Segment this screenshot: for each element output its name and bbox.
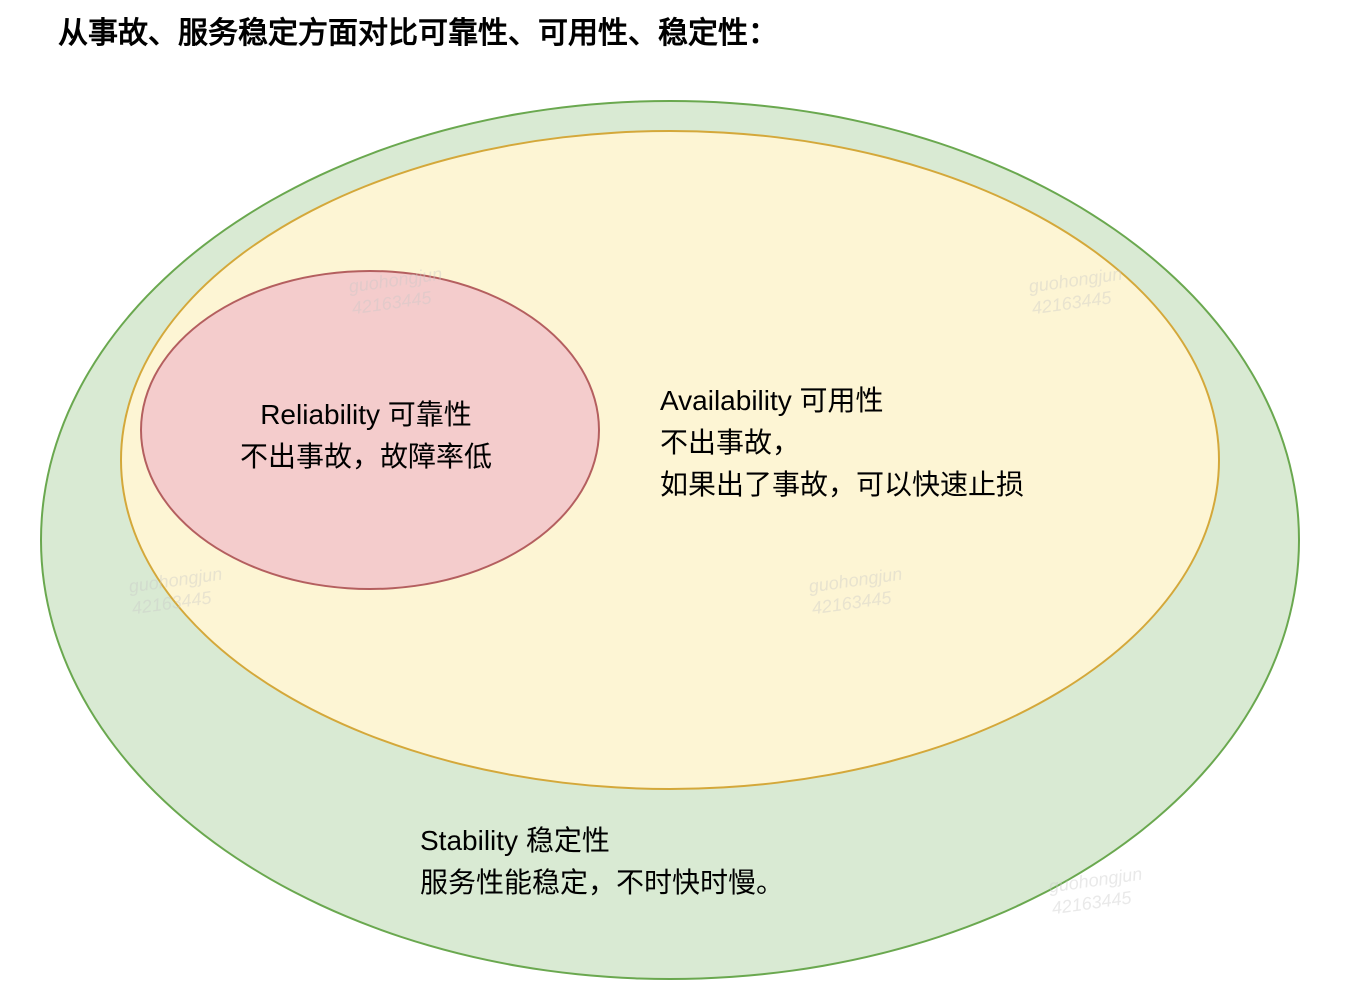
reliability-label: Reliability 可靠性 不出事故，故障率低	[240, 394, 492, 478]
venn-diagram: Reliability 可靠性 不出事故，故障率低 Availability 可…	[20, 80, 1332, 980]
stability-label: Stability 稳定性 服务性能稳定，不时快时慢。	[420, 820, 784, 904]
availability-line3: 如果出了事故，可以快速止损	[660, 469, 1024, 500]
availability-label: Availability 可用性 不出事故， 如果出了事故，可以快速止损	[660, 380, 1024, 506]
availability-line2: 不出事故，	[660, 427, 800, 458]
reliability-line1: Reliability 可靠性	[260, 399, 472, 430]
page-title: 从事故、服务稳定方面对比可靠性、可用性、稳定性：	[58, 8, 778, 52]
stability-line2: 服务性能稳定，不时快时慢。	[420, 867, 784, 898]
reliability-line2: 不出事故，故障率低	[240, 441, 492, 472]
stability-line1: Stability 稳定性	[420, 825, 610, 856]
availability-line1: Availability 可用性	[660, 385, 884, 416]
watermark-line2: 42163445	[1050, 887, 1132, 918]
